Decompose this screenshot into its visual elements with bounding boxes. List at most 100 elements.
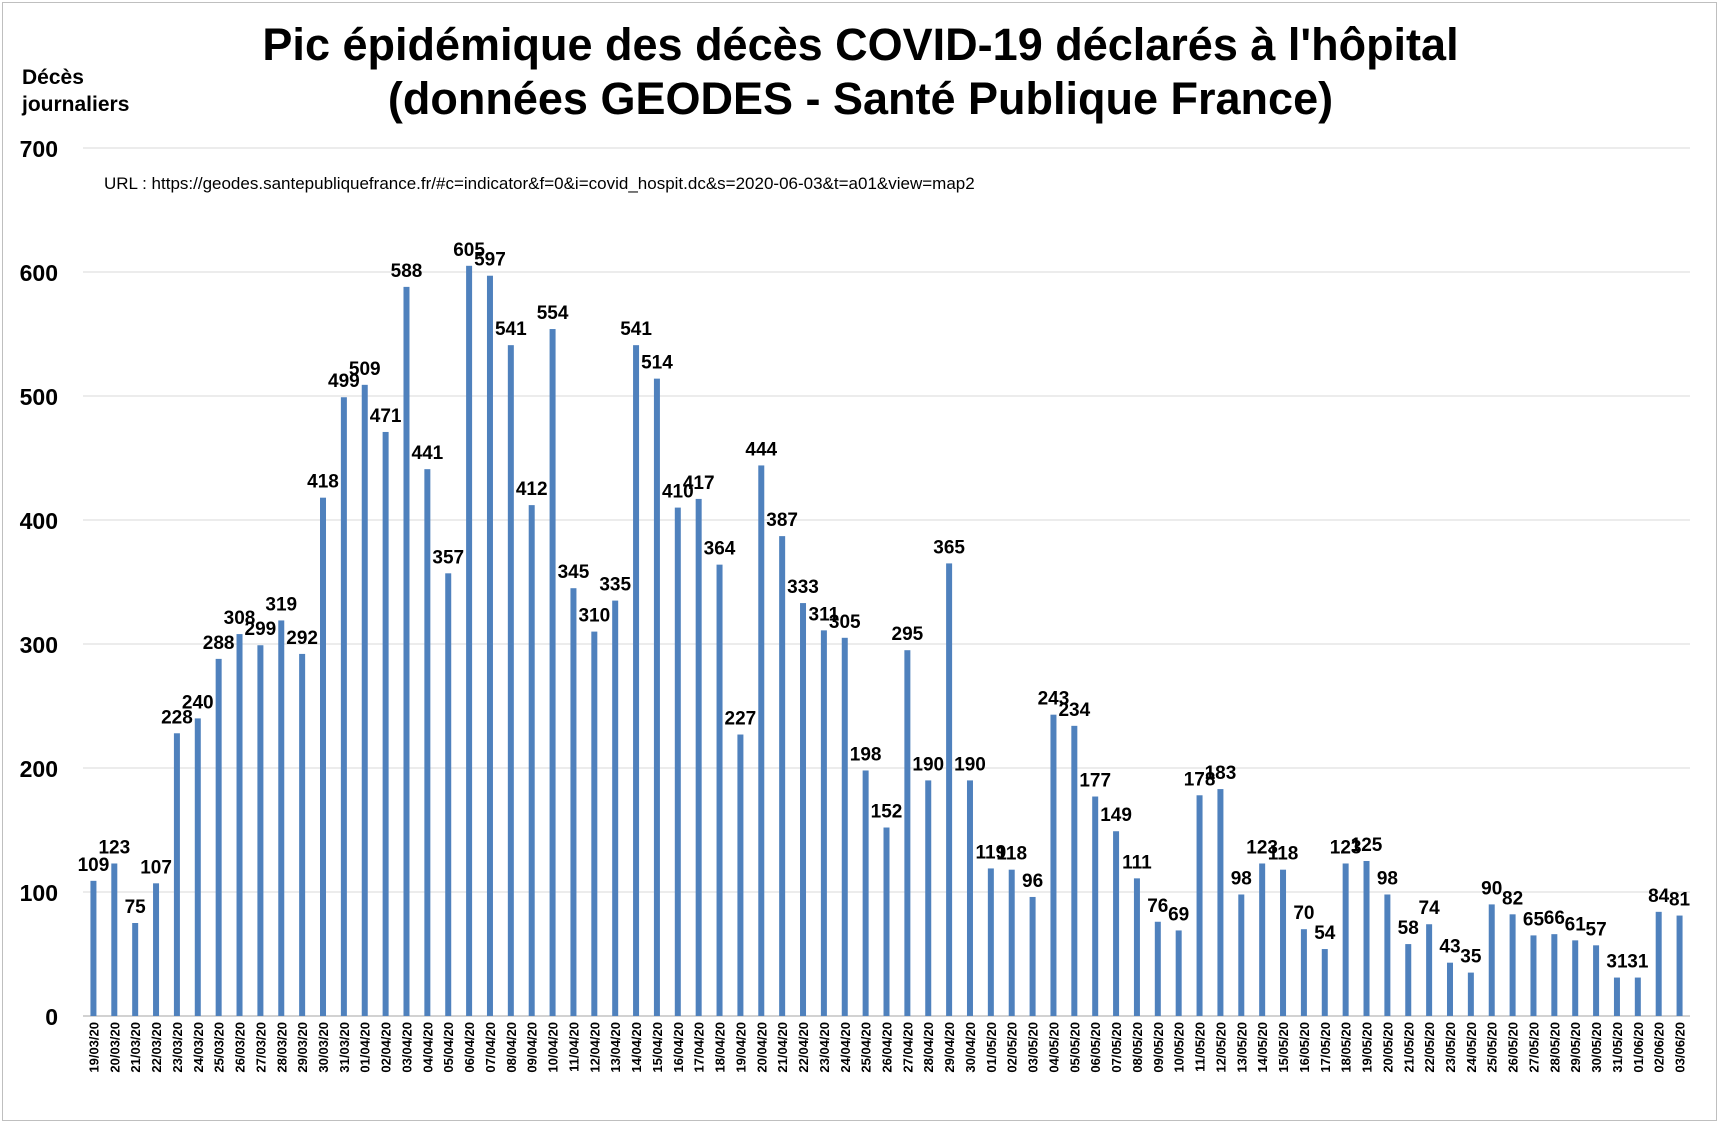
y-axis-label-line1: Décès — [22, 66, 84, 89]
bar — [674, 507, 681, 1016]
bar — [257, 645, 264, 1016]
data-label: 227 — [725, 709, 757, 730]
data-label: 364 — [704, 539, 736, 560]
data-label: 471 — [370, 406, 402, 427]
chart-title-line1: Pic épidémique des décès COVID-19 déclar… — [262, 19, 1459, 70]
x-tick-label: 30/03/20 — [316, 1022, 331, 1073]
x-tick-label: 31/03/20 — [337, 1022, 352, 1073]
data-label: 198 — [850, 744, 882, 765]
x-tick-label: 05/04/20 — [441, 1022, 456, 1073]
bar — [1634, 977, 1641, 1016]
x-tick-label: 02/04/20 — [379, 1022, 394, 1073]
bar — [173, 733, 180, 1016]
bar — [1238, 894, 1245, 1016]
x-tick-label: 23/03/20 — [170, 1022, 185, 1073]
x-tick-label: 03/06/20 — [1673, 1022, 1688, 1073]
bar — [361, 384, 368, 1017]
data-label: 107 — [140, 857, 172, 878]
data-label: 588 — [391, 261, 423, 282]
y-tick-label: 200 — [20, 756, 58, 782]
data-label: 541 — [620, 319, 652, 340]
bar — [987, 868, 994, 1016]
bar — [1259, 863, 1266, 1016]
x-tick-label: 12/04/20 — [587, 1022, 602, 1073]
bar — [90, 880, 97, 1016]
x-tick-label: 29/04/20 — [942, 1022, 957, 1073]
x-tick-label: 21/03/20 — [128, 1022, 143, 1073]
bar — [549, 329, 556, 1016]
x-tick-label: 16/05/20 — [1297, 1022, 1312, 1073]
bar — [1593, 945, 1600, 1016]
bar — [633, 345, 640, 1016]
bar — [883, 827, 890, 1016]
bar — [1572, 940, 1579, 1016]
bar — [1280, 869, 1287, 1016]
x-tick-label: 18/05/20 — [1339, 1022, 1354, 1073]
data-label: 333 — [787, 577, 819, 598]
data-label: 514 — [641, 353, 673, 374]
x-tick-label: 24/03/20 — [191, 1022, 206, 1073]
data-label: 43 — [1439, 937, 1460, 958]
bar — [111, 863, 118, 1016]
data-label: 31 — [1627, 952, 1649, 973]
bar — [1071, 725, 1078, 1016]
data-label: 123 — [98, 837, 130, 858]
y-tick-label: 100 — [20, 880, 58, 906]
x-tick-label: 26/03/20 — [233, 1022, 248, 1073]
bar — [925, 780, 932, 1016]
data-label: 178 — [1184, 769, 1216, 790]
data-label: 109 — [78, 855, 110, 876]
data-label: 152 — [871, 802, 903, 823]
data-label: 75 — [125, 897, 147, 918]
data-label: 190 — [912, 754, 944, 775]
bar — [424, 469, 431, 1016]
x-tick-label: 01/04/20 — [358, 1022, 373, 1073]
bar — [1300, 929, 1307, 1016]
data-label: 311 — [809, 604, 840, 625]
x-tick-label: 14/04/20 — [629, 1022, 644, 1073]
data-label: 444 — [745, 439, 777, 460]
data-label: 292 — [286, 628, 318, 649]
chart-title-line2: (données GEODES - Santé Publique France) — [387, 73, 1334, 124]
data-label: 417 — [683, 473, 715, 494]
bar — [1676, 915, 1683, 1016]
x-tick-label: 02/06/20 — [1652, 1022, 1667, 1073]
data-label: 541 — [495, 319, 527, 340]
bar — [1509, 914, 1516, 1016]
data-labels: 1091237510722824028830829931929241849950… — [78, 240, 1691, 973]
bar — [132, 923, 139, 1016]
data-label: 335 — [599, 575, 631, 596]
bar — [1405, 944, 1412, 1016]
x-tick-label: 27/03/20 — [253, 1022, 268, 1073]
x-tick-label: 10/04/20 — [546, 1022, 561, 1073]
bar — [1488, 904, 1495, 1016]
bar — [1113, 831, 1120, 1016]
bar — [153, 883, 160, 1016]
data-label: 308 — [224, 608, 256, 629]
x-tick-label: 30/05/20 — [1589, 1022, 1604, 1073]
y-tick-label: 400 — [20, 508, 58, 534]
data-label: 509 — [349, 359, 381, 380]
data-label: 499 — [328, 371, 360, 392]
data-label: 418 — [307, 472, 339, 493]
x-tick-label: 28/04/20 — [921, 1022, 936, 1073]
x-tick-label: 20/04/20 — [754, 1022, 769, 1073]
data-label: 111 — [1122, 852, 1152, 873]
x-tick-label: 23/05/20 — [1443, 1022, 1458, 1073]
x-tick-label: 06/05/20 — [1088, 1022, 1103, 1073]
x-tick-label: 08/04/20 — [504, 1022, 519, 1073]
x-tick-label: 19/03/20 — [86, 1022, 101, 1073]
y-tick-label: 0 — [45, 1004, 58, 1030]
data-label: 228 — [161, 707, 193, 728]
x-tick-label: 18/04/20 — [713, 1022, 728, 1073]
data-label: 288 — [203, 633, 235, 654]
x-tick-label: 11/05/20 — [1193, 1022, 1208, 1072]
data-label: 123 — [1246, 837, 1278, 858]
bar — [1613, 977, 1620, 1016]
data-label: 305 — [829, 612, 861, 633]
data-label: 605 — [453, 240, 485, 261]
bar — [299, 653, 306, 1016]
bar — [340, 397, 347, 1016]
bar — [1133, 878, 1140, 1016]
bar — [236, 634, 243, 1016]
